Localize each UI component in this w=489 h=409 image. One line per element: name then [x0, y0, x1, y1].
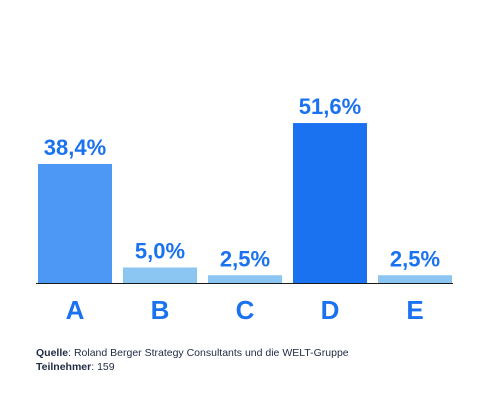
source-text: : Roland Berger Strategy Consultants und…: [68, 347, 349, 359]
bar-c: [208, 275, 282, 283]
participants-line: Teilnehmer: 159: [36, 360, 349, 374]
source-key: Quelle: [36, 347, 68, 359]
data-label-d: 51,6%: [299, 94, 361, 119]
category-label-e: E: [406, 295, 423, 325]
bar-e: [378, 275, 452, 283]
data-label-a: 38,4%: [44, 135, 106, 160]
bar-d: [293, 123, 367, 283]
bar-b: [123, 268, 197, 284]
source-note: Quelle: Roland Berger Strategy Consultan…: [36, 346, 349, 374]
data-label-c: 2,5%: [220, 246, 270, 271]
data-label-b: 5,0%: [135, 239, 185, 264]
category-label-d: D: [321, 295, 340, 325]
data-label-e: 2,5%: [390, 246, 440, 271]
participants-text: : 159: [91, 361, 114, 373]
participants-key: Teilnehmer: [36, 361, 91, 373]
category-label-b: B: [151, 295, 170, 325]
category-label-a: A: [66, 295, 85, 325]
source-line: Quelle: Roland Berger Strategy Consultan…: [36, 346, 349, 360]
bar-a: [38, 164, 112, 283]
category-label-c: C: [236, 295, 255, 325]
